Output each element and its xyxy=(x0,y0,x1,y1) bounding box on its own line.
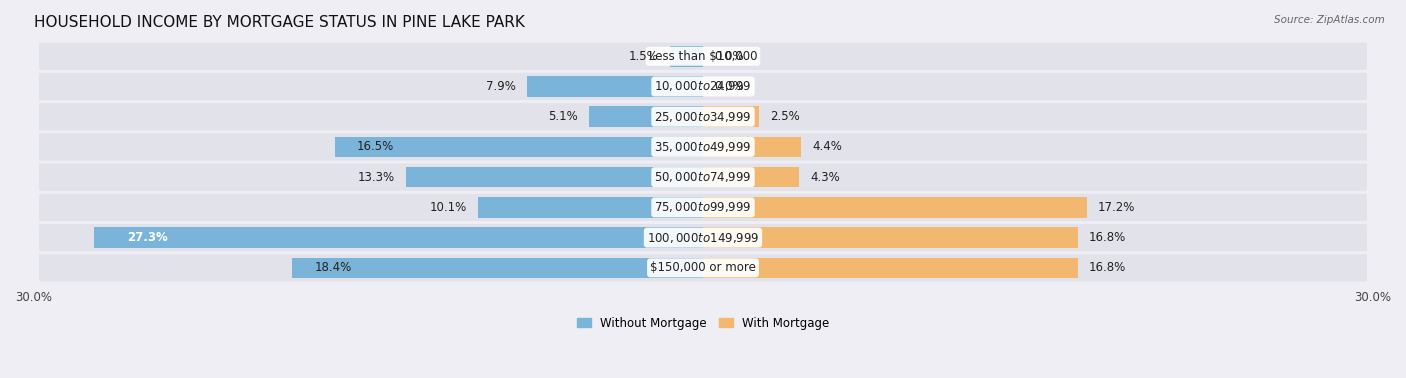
Bar xyxy=(406,167,703,187)
Text: HOUSEHOLD INCOME BY MORTGAGE STATUS IN PINE LAKE PARK: HOUSEHOLD INCOME BY MORTGAGE STATUS IN P… xyxy=(34,15,524,30)
Text: Source: ZipAtlas.com: Source: ZipAtlas.com xyxy=(1274,15,1385,25)
Text: 0.0%: 0.0% xyxy=(714,80,744,93)
FancyBboxPatch shape xyxy=(39,254,1367,282)
Text: 16.5%: 16.5% xyxy=(357,141,394,153)
Bar xyxy=(669,46,703,67)
FancyBboxPatch shape xyxy=(39,224,1367,251)
Text: 0.0%: 0.0% xyxy=(714,50,744,63)
Text: $75,000 to $99,999: $75,000 to $99,999 xyxy=(654,200,752,214)
Bar xyxy=(527,76,703,97)
Bar xyxy=(589,107,703,127)
Text: 1.5%: 1.5% xyxy=(628,50,658,63)
Text: 13.3%: 13.3% xyxy=(359,170,395,184)
Bar xyxy=(703,227,1078,248)
Text: 2.5%: 2.5% xyxy=(770,110,800,123)
Bar xyxy=(94,227,703,248)
Text: 4.4%: 4.4% xyxy=(813,141,842,153)
Bar xyxy=(478,197,703,218)
FancyBboxPatch shape xyxy=(39,73,1367,100)
Text: $50,000 to $74,999: $50,000 to $74,999 xyxy=(654,170,752,184)
Bar xyxy=(703,167,799,187)
Text: $100,000 to $149,999: $100,000 to $149,999 xyxy=(647,231,759,245)
Bar xyxy=(292,257,703,278)
FancyBboxPatch shape xyxy=(39,43,1367,70)
FancyBboxPatch shape xyxy=(39,164,1367,191)
Text: $10,000 to $24,999: $10,000 to $24,999 xyxy=(654,79,752,93)
Text: 16.8%: 16.8% xyxy=(1090,231,1126,244)
Bar xyxy=(335,137,703,157)
Text: 16.8%: 16.8% xyxy=(1090,261,1126,274)
FancyBboxPatch shape xyxy=(39,133,1367,161)
Bar xyxy=(703,137,801,157)
Text: 4.3%: 4.3% xyxy=(810,170,839,184)
Text: $35,000 to $49,999: $35,000 to $49,999 xyxy=(654,140,752,154)
Text: 10.1%: 10.1% xyxy=(429,201,467,214)
Text: 17.2%: 17.2% xyxy=(1098,201,1136,214)
Bar xyxy=(703,257,1078,278)
Text: $25,000 to $34,999: $25,000 to $34,999 xyxy=(654,110,752,124)
Text: 27.3%: 27.3% xyxy=(127,231,167,244)
FancyBboxPatch shape xyxy=(39,103,1367,130)
FancyBboxPatch shape xyxy=(39,194,1367,221)
Bar xyxy=(703,197,1087,218)
Text: 7.9%: 7.9% xyxy=(485,80,516,93)
Legend: Without Mortgage, With Mortgage: Without Mortgage, With Mortgage xyxy=(572,312,834,335)
Text: 18.4%: 18.4% xyxy=(315,261,352,274)
Text: Less than $10,000: Less than $10,000 xyxy=(648,50,758,63)
Bar xyxy=(703,107,759,127)
Text: $150,000 or more: $150,000 or more xyxy=(650,261,756,274)
Text: 5.1%: 5.1% xyxy=(548,110,578,123)
